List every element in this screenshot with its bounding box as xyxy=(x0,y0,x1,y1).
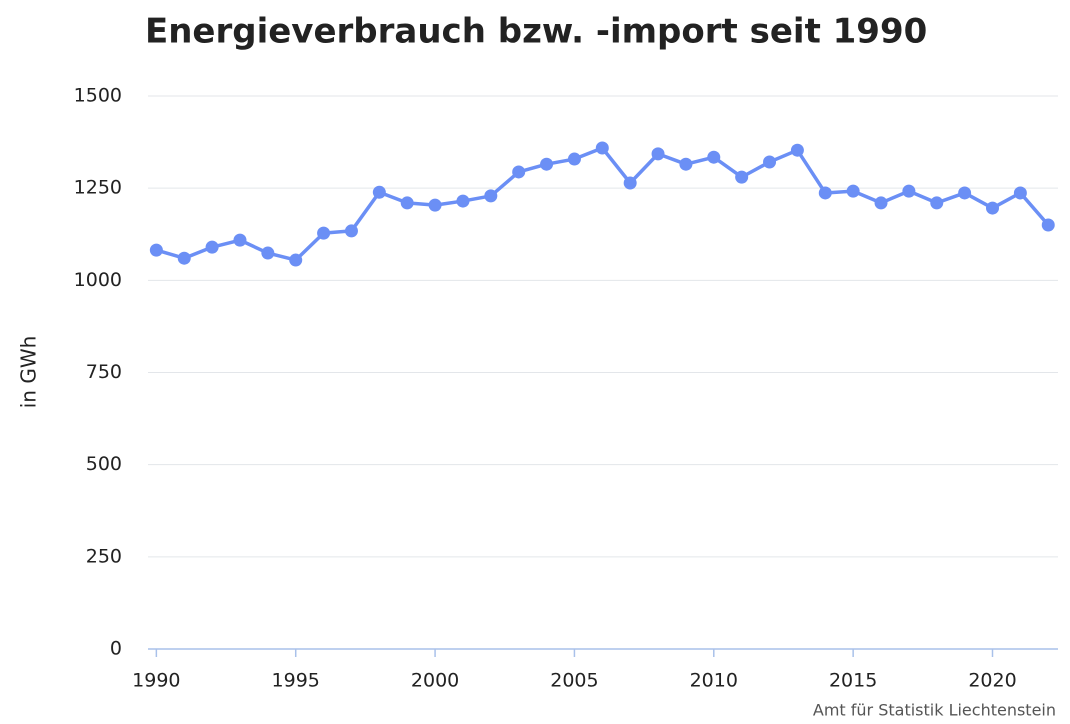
point xyxy=(149,243,163,257)
point xyxy=(456,194,470,208)
point xyxy=(707,150,721,164)
point xyxy=(986,201,1000,215)
point xyxy=(400,196,414,210)
point xyxy=(902,184,916,198)
point xyxy=(372,185,386,199)
y-tick-label: 1000 xyxy=(74,269,122,291)
y-tick-label: 0 xyxy=(110,638,122,660)
y-tick-label: 1500 xyxy=(74,85,122,107)
x-tick-label: 2000 xyxy=(411,670,459,692)
point xyxy=(1041,218,1055,232)
y-axis-label: in GWh xyxy=(17,336,41,409)
point xyxy=(484,189,498,203)
point xyxy=(567,152,581,166)
x-tick-label: 1995 xyxy=(272,670,320,692)
point xyxy=(790,143,804,157)
y-tick-label: 500 xyxy=(86,453,122,475)
x-tick-label: 1990 xyxy=(132,670,180,692)
point xyxy=(930,196,944,210)
point xyxy=(595,141,609,155)
point xyxy=(818,186,832,200)
y-tick-label: 750 xyxy=(86,361,122,383)
point xyxy=(205,240,219,254)
point xyxy=(177,251,191,265)
x-tick-label: 2010 xyxy=(690,670,738,692)
line xyxy=(155,146,1050,262)
x-tick-label: 2005 xyxy=(550,670,598,692)
point xyxy=(233,233,247,247)
credit: Amt für Statistik Liechtenstein xyxy=(813,701,1056,720)
point xyxy=(512,165,526,179)
point xyxy=(1013,186,1027,200)
point xyxy=(958,186,972,200)
y-tick-label: 250 xyxy=(86,545,122,567)
point xyxy=(261,246,275,260)
point xyxy=(428,198,442,212)
point xyxy=(763,155,777,169)
point xyxy=(317,226,331,240)
x-tick-label: 2020 xyxy=(968,670,1016,692)
point xyxy=(735,170,749,184)
y-tick-label: 1250 xyxy=(74,177,122,199)
point xyxy=(344,224,358,238)
point xyxy=(846,184,860,198)
chart-title: Energieverbrauch bzw. -import seit 1990 xyxy=(145,12,927,52)
point xyxy=(874,196,888,210)
point xyxy=(623,176,637,190)
x-tick-label: 2015 xyxy=(829,670,877,692)
point xyxy=(679,157,693,171)
point xyxy=(651,147,665,161)
point xyxy=(289,253,303,267)
point xyxy=(540,157,554,171)
